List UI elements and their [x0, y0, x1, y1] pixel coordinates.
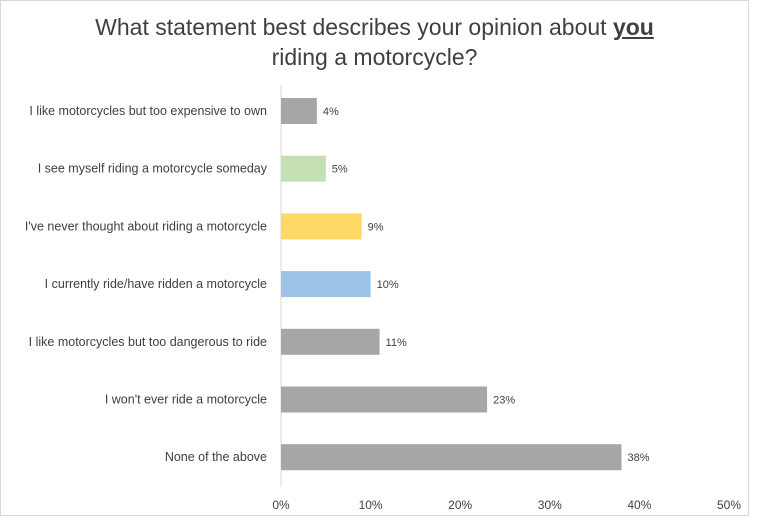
x-tick-label: 40%	[627, 498, 651, 512]
chart-title-emphasis: you	[612, 14, 654, 40]
chart-title-part-2: riding a motorcycle?	[271, 44, 478, 70]
bar	[281, 213, 362, 240]
category-label: I've never thought about riding a motorc…	[25, 219, 267, 233]
bar	[281, 328, 380, 355]
bar	[281, 98, 317, 124]
x-tick-label: 20%	[448, 498, 472, 512]
data-label: 4%	[323, 106, 339, 118]
category-label: I like motorcycles but too dangerous to …	[29, 335, 267, 349]
chart-title-part-1: What statement best describes your opini…	[95, 14, 613, 40]
x-tick-label: 50%	[717, 498, 741, 512]
x-tick-label: 30%	[538, 498, 562, 512]
data-label: 23%	[493, 395, 515, 407]
data-label: 5%	[332, 164, 348, 176]
chart-title: What statement best describes your opini…	[0, 12, 749, 72]
category-label: I won't ever ride a motorcycle	[105, 393, 267, 407]
chart-frame	[0, 0, 749, 516]
category-label: I like motorcycles but too expensive to …	[29, 104, 267, 118]
data-label: 10%	[377, 279, 399, 291]
data-label: 9%	[368, 221, 384, 233]
bar	[281, 271, 371, 298]
bar	[281, 155, 326, 182]
category-label: I see myself riding a motorcycle someday	[38, 162, 268, 176]
data-label: 11%	[386, 337, 407, 349]
bar	[281, 386, 488, 413]
bar	[281, 444, 622, 471]
data-label: 38%	[627, 452, 649, 464]
category-label: None of the above	[165, 450, 267, 464]
x-tick-label: 0%	[272, 498, 290, 512]
category-label: I currently ride/have ridden a motorcycl…	[45, 277, 267, 291]
x-tick-label: 10%	[359, 498, 383, 512]
